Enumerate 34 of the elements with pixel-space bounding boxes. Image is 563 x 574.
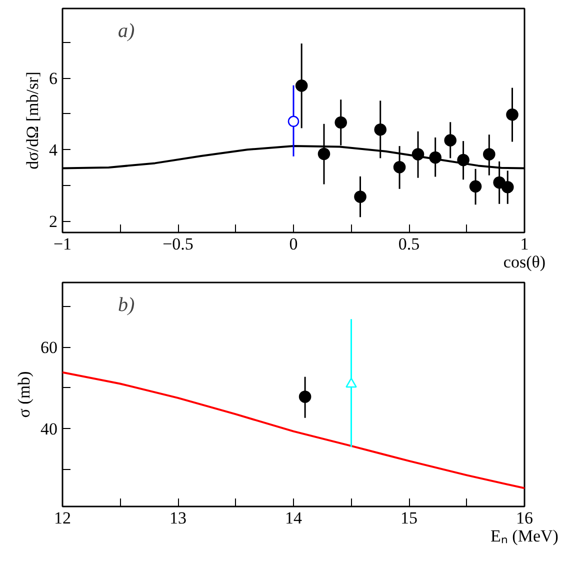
x-tick-label: 1 bbox=[520, 234, 529, 254]
annotation: b) bbox=[118, 294, 135, 316]
x-tick-label: 14 bbox=[285, 508, 302, 528]
x-tick-label: 15 bbox=[400, 508, 418, 528]
point bbox=[506, 108, 518, 121]
annotation: a) bbox=[118, 20, 135, 42]
point bbox=[288, 116, 300, 128]
y-tick-label: 4 bbox=[49, 140, 58, 160]
point bbox=[469, 180, 482, 193]
x-axis-title: cos(θ) bbox=[503, 252, 546, 272]
point bbox=[483, 148, 496, 160]
x-tick-label: 12 bbox=[54, 508, 71, 528]
x-axis-title: Eₙ (MeV) bbox=[490, 526, 558, 546]
point bbox=[354, 190, 366, 203]
x-tick-label: −1 bbox=[53, 234, 72, 254]
point bbox=[444, 134, 456, 146]
point bbox=[374, 123, 387, 136]
point bbox=[334, 116, 348, 129]
point bbox=[318, 148, 330, 160]
y-tick-label: 60 bbox=[40, 338, 58, 358]
point bbox=[295, 80, 308, 92]
x-tick-label: 0 bbox=[289, 234, 298, 254]
x-tick-label: 16 bbox=[516, 508, 533, 528]
point bbox=[501, 180, 514, 194]
x-tick-label: 13 bbox=[170, 508, 186, 528]
x-tick-label: −0.5 bbox=[162, 234, 194, 254]
point bbox=[393, 160, 406, 174]
y-tick-label: 2 bbox=[49, 212, 58, 232]
y-tick-label: 40 bbox=[40, 419, 58, 438]
y-tick-label: 6 bbox=[49, 69, 58, 88]
y-axis-title: σ (mb) bbox=[14, 371, 34, 418]
y-axis-title: dσ/dΩ [mb/sr] bbox=[23, 72, 42, 170]
line-series bbox=[62, 371, 524, 490]
x-tick-label: 0.5 bbox=[398, 234, 420, 254]
